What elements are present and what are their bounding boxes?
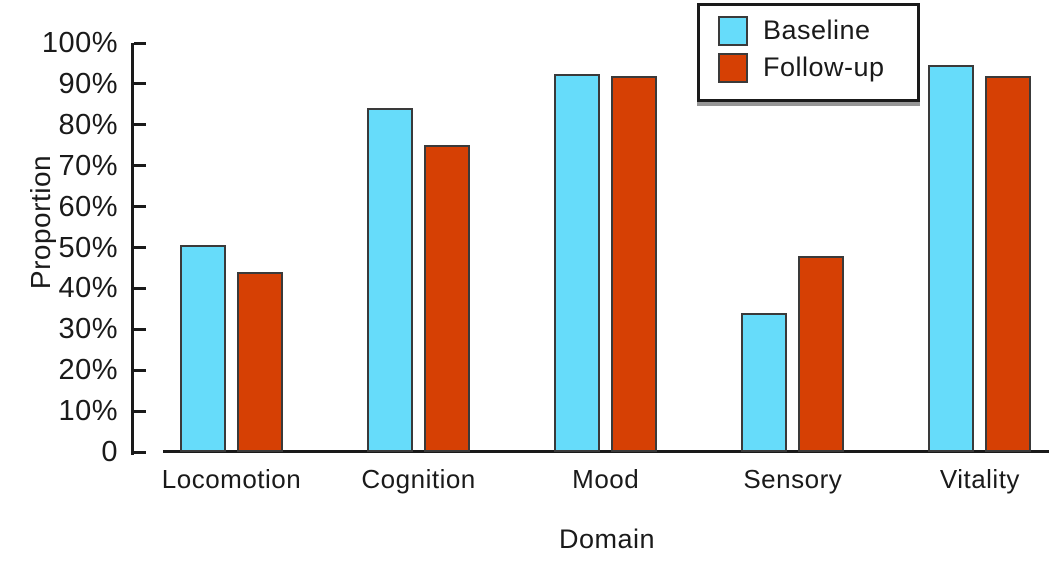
bar-baseline-vitality [928, 65, 975, 452]
y-tick [134, 123, 146, 127]
legend-label-baseline: Baseline [763, 15, 871, 45]
y-tick [134, 205, 146, 209]
legend-item-baseline: Baseline [718, 15, 917, 46]
bar-baseline-mood [554, 73, 601, 452]
legend-swatch-baseline [718, 15, 748, 46]
x-axis-title: Domain [558, 524, 656, 554]
y-tick [134, 327, 146, 331]
y-tick-label: 70% [58, 149, 118, 182]
bar-followup-vitality [985, 75, 1032, 452]
y-tick-label: 10% [58, 395, 118, 428]
y-tick-label: 40% [58, 272, 118, 305]
y-tick-label: 0 [101, 436, 118, 468]
y-tick-label: 30% [58, 313, 118, 346]
x-category-label-vitality: Vitality [939, 464, 1020, 494]
y-tick [134, 409, 146, 413]
x-category-label-sensory: Sensory [743, 464, 843, 494]
y-tick-label: 90% [58, 67, 118, 100]
y-axis-title: Proportion [25, 154, 56, 290]
bar-followup-cognition [424, 145, 471, 452]
bar-followup-locomotion [237, 272, 283, 452]
legend-label-followup: Follow-up [763, 52, 885, 82]
bar-baseline-sensory [741, 312, 788, 452]
y-tick [134, 286, 146, 290]
y-tick [134, 82, 146, 86]
y-tick-label: 80% [58, 108, 118, 141]
y-tick [134, 41, 146, 45]
legend-swatch-followup [718, 52, 748, 83]
bar-baseline-locomotion [180, 245, 226, 452]
x-category-label-cognition: Cognition [361, 464, 476, 494]
y-tick [134, 164, 146, 168]
y-tick [134, 246, 146, 249]
y-tick [134, 450, 146, 454]
y-tick-label: 50% [58, 231, 118, 264]
legend: Baseline Follow-up [697, 3, 920, 102]
bar-followup-sensory [798, 255, 845, 452]
x-category-label-locomotion: Locomotion [161, 464, 302, 494]
x-category-label-mood: Mood [572, 464, 640, 494]
y-axis-line [131, 43, 134, 455]
y-tick-label: 60% [58, 190, 118, 223]
legend-item-followup: Follow-up [718, 52, 917, 83]
y-tick-label: 20% [58, 354, 118, 387]
y-tick-label: 100% [41, 27, 118, 59]
y-tick [134, 368, 146, 372]
bar-baseline-cognition [367, 108, 414, 452]
x-axis-line [163, 450, 1049, 453]
bar-followup-mood [611, 75, 658, 452]
